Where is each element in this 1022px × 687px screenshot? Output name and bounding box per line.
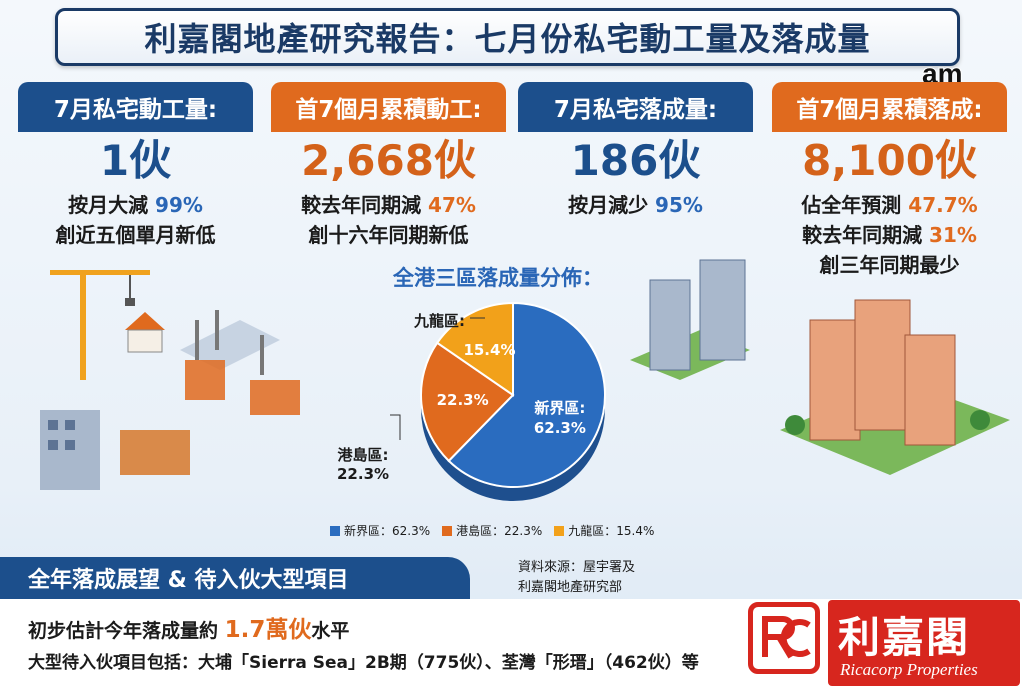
callout-kowloon: 九龍區: (414, 312, 465, 330)
card-value: 2,668伙 (301, 136, 476, 185)
source-line2: 利嘉閣地產研究部 (518, 580, 623, 595)
card-heading: 首7個月累積動工: (295, 97, 482, 123)
card-value: 186伙 (570, 136, 701, 185)
outlook-heading: 全年落成展望 & 待入伙大型項目 (28, 568, 349, 593)
construction-illustration (40, 270, 300, 490)
legend-item-nt: 新界區：62.3% (330, 522, 430, 539)
completed-buildings-illustration (630, 259, 1010, 475)
legend-item-island: 港島區：22.3% (442, 522, 542, 539)
card-line3: 創三年同期最少 (819, 253, 960, 277)
rc-mark-icon (748, 602, 820, 674)
page-title: 利嘉閣地產研究報告：七月份私宅動工量及落成量 (144, 20, 871, 58)
outlook-projects: 大型待入伙項目包括：大埔「Sierra Sea」2B期（775伙）、荃灣「形瑨」… (28, 653, 699, 673)
pie-slice-label-2: 15.4% (463, 341, 515, 359)
outlook-estimate: 初步估計今年落成量約 1.7萬伙水平 (28, 617, 350, 643)
pie-slice-2 (435, 301, 514, 397)
source-line1: 資料來源：屋宇署及 (518, 560, 636, 575)
pie-chart-title: 全港三區落成量分佈： (393, 266, 603, 290)
outlook-tab: 全年落成展望 & 待入伙大型項目 (0, 557, 470, 599)
card-july-completions: 7月私宅落成量: 186伙 按月減少 95% (518, 82, 753, 282)
pie-slice-label-1: 22.3% (437, 391, 489, 409)
card-value: 1伙 (99, 136, 172, 185)
brand-name-cn: 利嘉閣 (838, 613, 971, 662)
card-line1: 較去年同期減 47% (301, 193, 476, 217)
data-source: 資料來源：屋宇署及 利嘉閣地產研究部 (518, 558, 635, 598)
pie-slice-0 (447, 301, 606, 488)
card-heading: 7月私宅落成量: (553, 97, 718, 123)
card-value: 8,100伙 (802, 136, 977, 185)
card-line2: 較去年同期減 31% (802, 223, 977, 247)
card-line1: 按月減少 95% (568, 193, 703, 217)
callout-island: 港島區: 22.3% (337, 446, 390, 483)
card-line2: 創十六年同期新低 (308, 223, 469, 247)
card-line1: 佔全年預測 47.7% (801, 193, 978, 217)
legend-item-kowloon: 九龍區：15.4% (554, 522, 654, 539)
card-july-starts: 7月私宅動工量: 1伙 按月大減 99% 創近五個單月新低 (18, 82, 253, 282)
pie-chart: 新界區: 62.3% 22.3% 15.4% (390, 301, 606, 501)
card-line2: 創近五個單月新低 (55, 223, 216, 247)
pie-legend: 新界區：62.3% 港島區：22.3% 九龍區：15.4% (330, 522, 654, 539)
ricacorp-logo: 利嘉閣 Ricacorp Properties (748, 600, 1020, 686)
card-line1: 按月大減 99% (68, 193, 203, 217)
card-heading-bar: 7月私宅落成量: (518, 82, 753, 132)
card-heading: 首7個月累積落成: (796, 97, 983, 123)
card-heading-bar: 首7個月累積落成: (772, 82, 1007, 132)
brand-name-en: Ricacorp Properties (840, 660, 978, 679)
card-ytd-starts: 首7個月累積動工: 2,668伙 較去年同期減 47% 創十六年同期新低 (271, 82, 506, 282)
brand-block (828, 600, 1020, 686)
pie-slice-1 (420, 341, 515, 463)
card-heading: 7月私宅動工量: (53, 97, 218, 123)
page-title-banner: 利嘉閣地產研究報告：七月份私宅動工量及落成量 (55, 8, 960, 66)
pie-slice-label-0: 新界區: 62.3% (534, 399, 586, 437)
card-heading-bar: 7月私宅動工量: (18, 82, 253, 132)
card-heading-bar: 首7個月累積動工: (271, 82, 506, 132)
leader-island (390, 414, 401, 440)
card-ytd-completions: 首7個月累積落成: 8,100伙 佔全年預測 47.7% 較去年同期減 31% … (772, 82, 1007, 282)
